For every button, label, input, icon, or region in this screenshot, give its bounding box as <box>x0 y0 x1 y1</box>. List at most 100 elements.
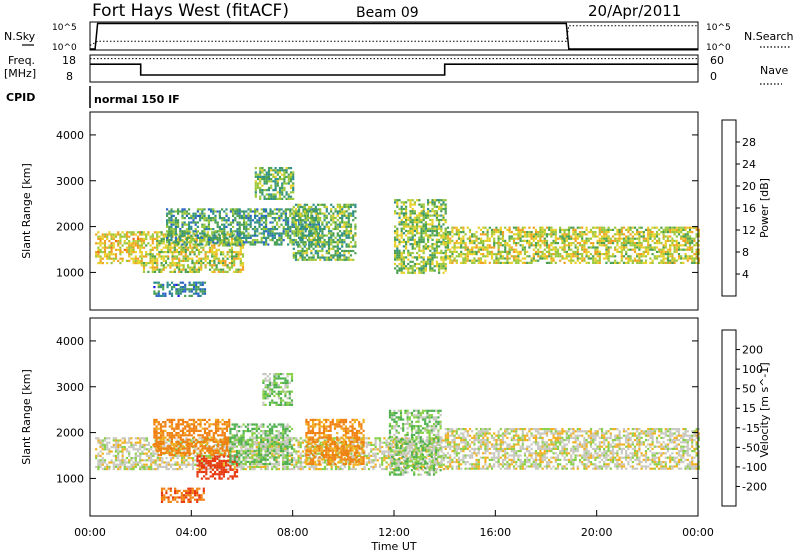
data-cell <box>332 254 335 257</box>
data-cell <box>203 223 206 226</box>
power-frame <box>89 111 699 311</box>
data-cell <box>208 268 212 271</box>
data-cell <box>352 258 355 261</box>
data-cell <box>451 239 454 242</box>
data-cell <box>603 253 606 256</box>
data-cell <box>347 212 350 215</box>
data-cell <box>440 256 443 259</box>
data-cell <box>490 228 494 231</box>
data-cell <box>413 243 416 246</box>
data-cell <box>695 233 698 236</box>
data-cell <box>121 459 124 462</box>
data-cell <box>499 253 502 256</box>
data-cell <box>325 256 328 259</box>
data-cell <box>457 228 461 231</box>
data-cell <box>243 217 246 220</box>
data-cell <box>618 239 621 242</box>
data-cell <box>691 246 694 249</box>
data-cell <box>477 250 480 253</box>
data-cell <box>199 208 202 211</box>
data-cell <box>300 241 303 244</box>
data-cell <box>179 228 182 231</box>
data-cell <box>229 223 232 226</box>
data-cell <box>258 223 261 226</box>
data-cell <box>156 459 159 462</box>
data-cell <box>238 241 241 244</box>
data-cell <box>292 189 295 192</box>
data-cell <box>460 261 463 264</box>
data-cell <box>440 265 443 268</box>
data-cell <box>128 251 131 254</box>
data-cell <box>208 264 212 267</box>
data-cell <box>276 223 279 226</box>
data-cell <box>413 227 416 230</box>
data-cell <box>128 255 131 258</box>
data-cell <box>306 239 309 242</box>
data-cell <box>343 258 346 261</box>
data-cell <box>334 223 337 226</box>
data-cell <box>330 236 333 239</box>
data-cell <box>336 223 339 226</box>
data-cell <box>112 463 115 466</box>
data-cell <box>440 207 443 211</box>
data-cell <box>638 244 641 247</box>
data-cell <box>210 208 213 211</box>
data-cell <box>156 248 159 251</box>
data-cell <box>691 261 694 264</box>
data-cell <box>228 255 231 258</box>
data-cell <box>684 248 687 251</box>
data-cell <box>125 461 129 464</box>
data-cell <box>438 240 441 244</box>
data-cell <box>605 233 608 236</box>
data-cell <box>464 248 467 251</box>
data-cell <box>140 255 143 258</box>
data-cell <box>512 239 516 242</box>
data-cell <box>236 208 239 211</box>
data-cell <box>125 231 129 234</box>
data-cell <box>134 240 137 243</box>
data-cell <box>504 261 507 264</box>
data-cell <box>405 207 408 211</box>
data-cell <box>444 227 447 230</box>
data-cell <box>170 292 174 295</box>
data-cell <box>132 259 135 262</box>
data-cell <box>488 237 491 240</box>
data-cell <box>655 242 659 245</box>
data-cell <box>561 228 564 231</box>
data-cell <box>438 267 441 270</box>
data-cell <box>181 232 184 235</box>
data-cell <box>697 233 700 236</box>
data-cell <box>180 468 184 471</box>
data-cell <box>209 468 212 471</box>
data-cell <box>304 459 307 462</box>
data-cell <box>631 237 634 240</box>
data-cell <box>508 261 511 264</box>
data-cell <box>312 243 315 246</box>
data-cell <box>112 439 115 442</box>
data-cell <box>572 237 575 240</box>
data-cell <box>173 248 176 251</box>
data-cell <box>442 262 445 266</box>
data-cell <box>128 240 131 243</box>
data-cell <box>354 234 357 237</box>
data-cell <box>123 448 126 451</box>
data-cell <box>429 229 432 233</box>
data-cell <box>682 239 685 242</box>
data-cell <box>409 260 412 263</box>
data-cell <box>125 468 129 471</box>
data-cell <box>352 210 355 213</box>
data-cell <box>170 217 173 220</box>
data-cell <box>287 228 290 231</box>
data-cell <box>565 250 568 253</box>
data-cell <box>530 237 533 240</box>
data-cell <box>658 250 661 253</box>
data-cell <box>280 217 283 220</box>
data-cell <box>298 236 301 239</box>
data-cell <box>475 239 478 242</box>
data-cell <box>204 251 207 254</box>
data-cell <box>338 247 342 250</box>
data-cell <box>216 221 219 224</box>
data-cell <box>242 465 245 468</box>
data-cell <box>170 228 173 231</box>
data-cell <box>598 253 601 256</box>
